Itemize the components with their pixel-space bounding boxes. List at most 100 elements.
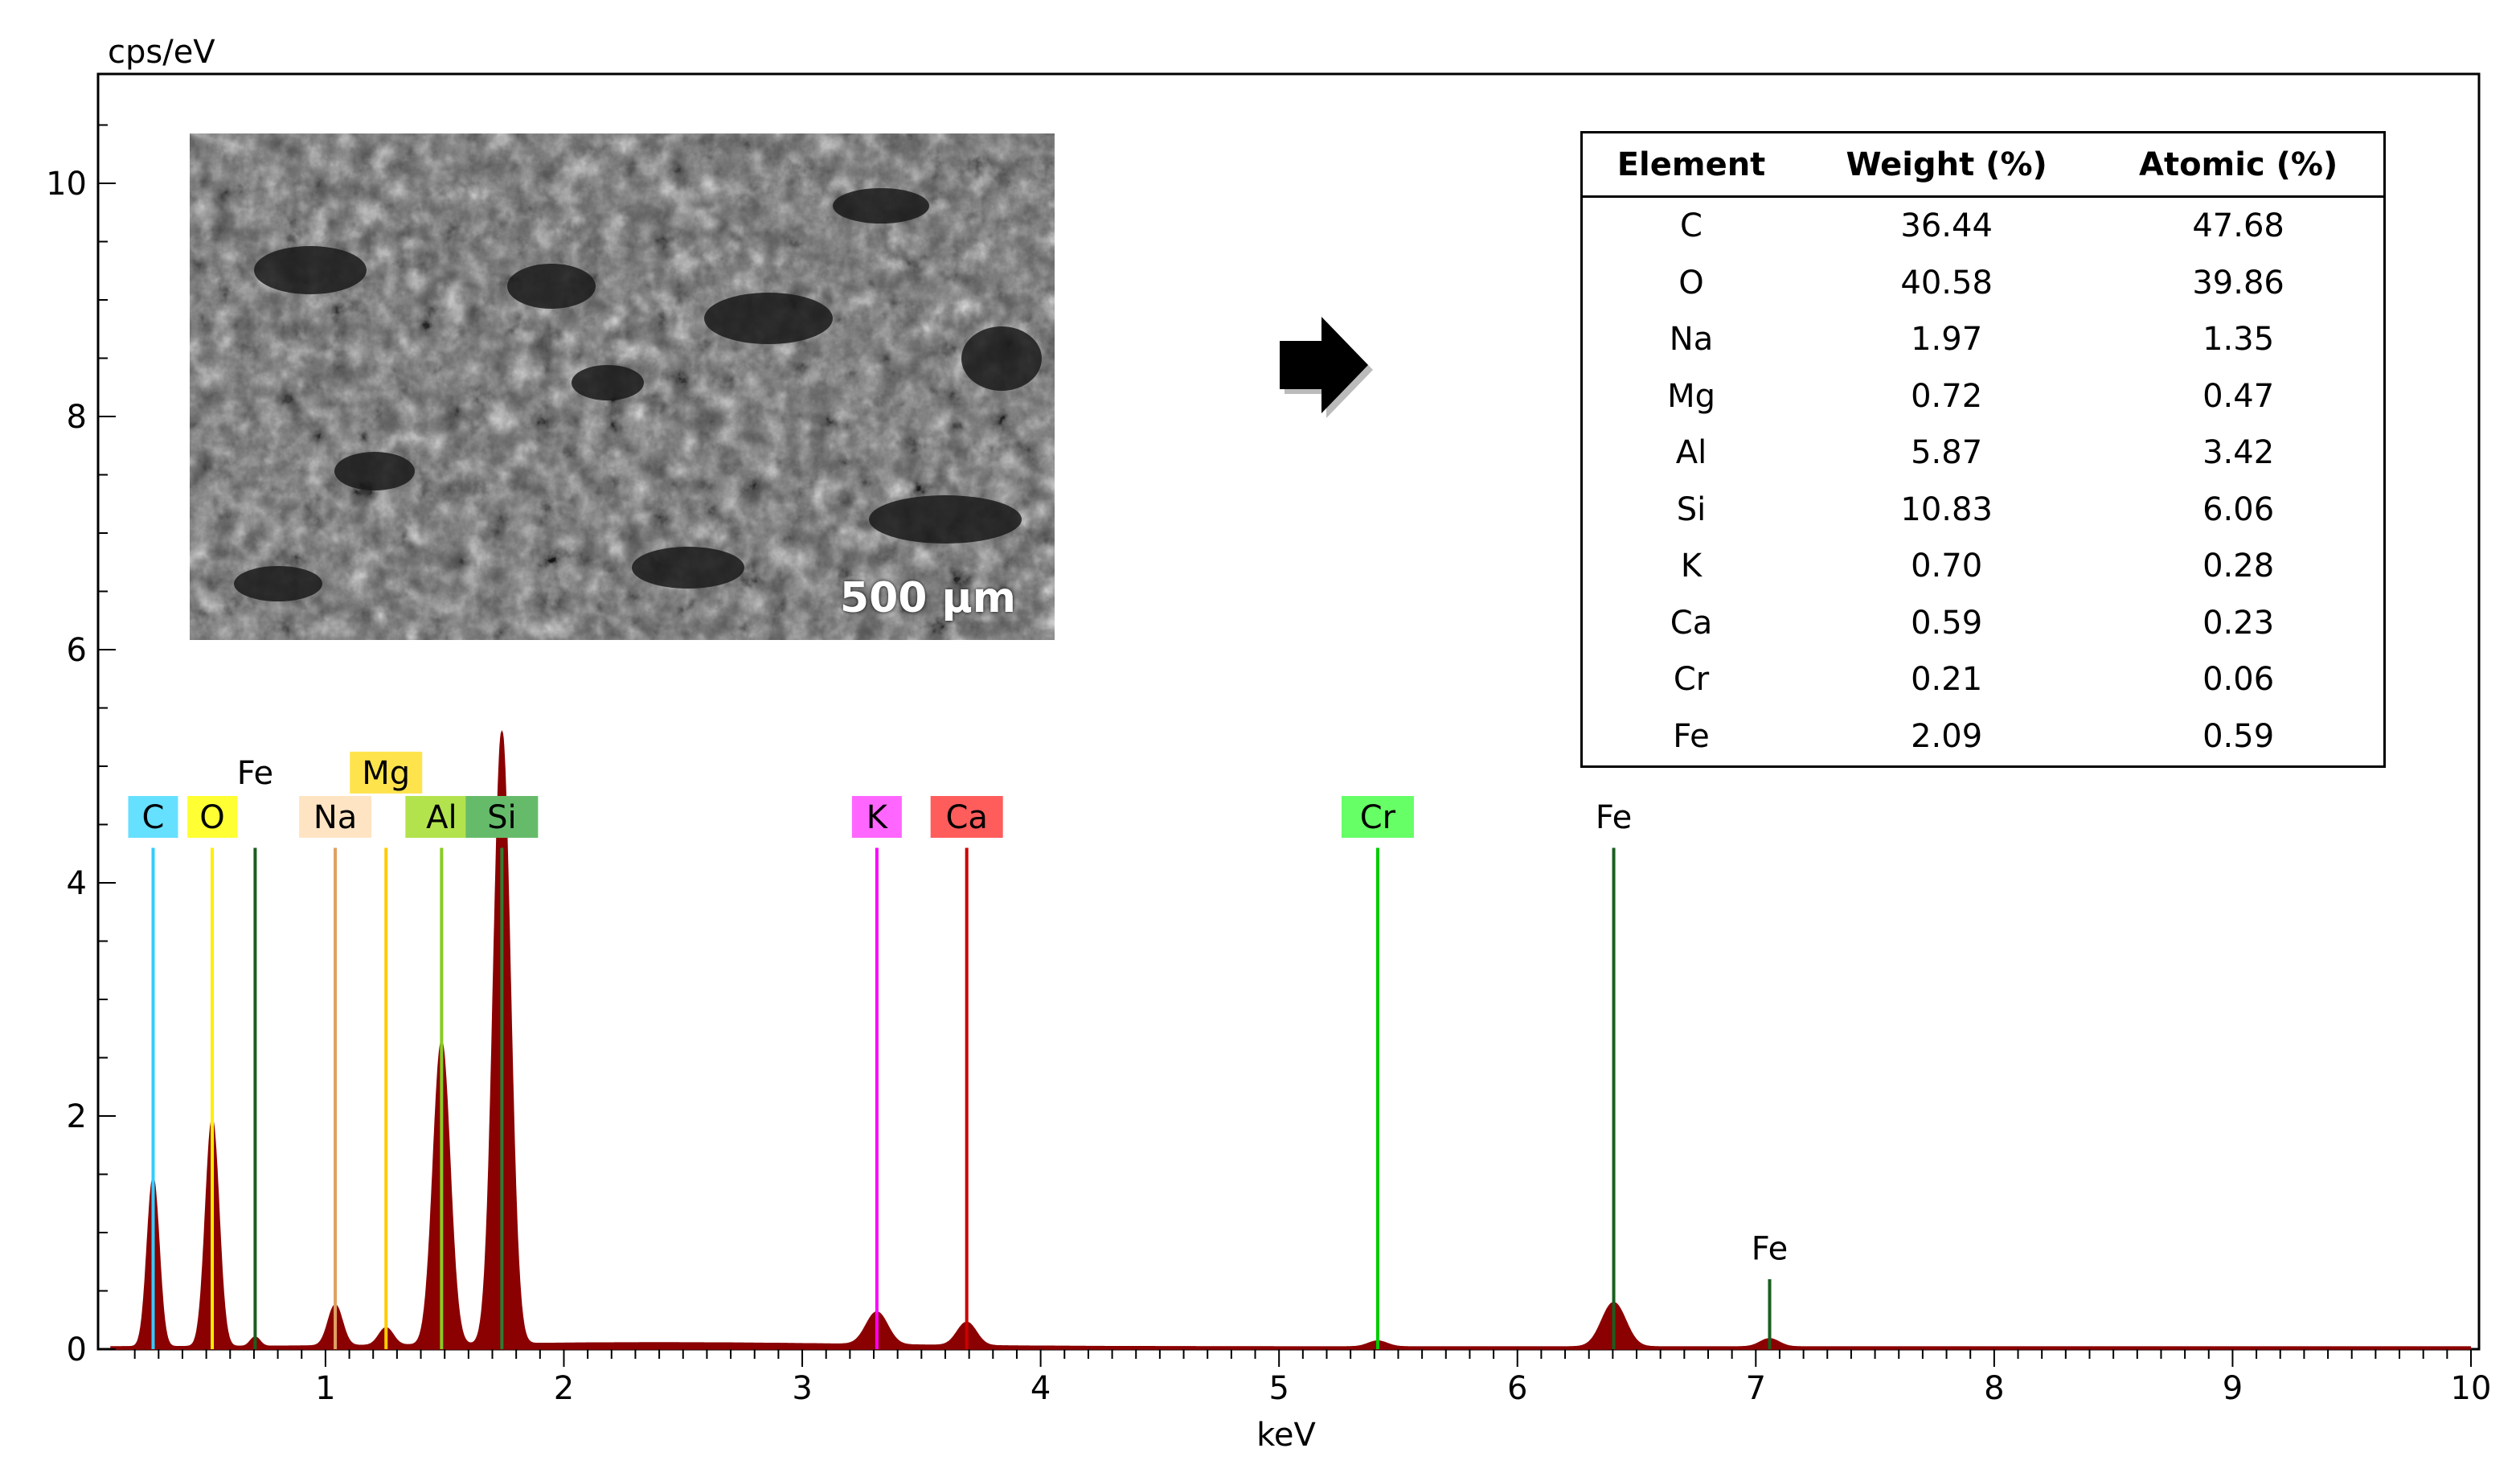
table-cell: C [1680, 207, 1703, 245]
marker-label-bg [851, 796, 902, 838]
x-axis-ticks: 1 2 3 4 5 6 7 8 9 10 [133, 1349, 2492, 1407]
table-cell: Fe [1673, 717, 1710, 755]
table-cell: Ca [1670, 604, 1713, 642]
x-tick-label: 4 [1031, 1370, 1051, 1407]
table-row: Si 10.83 6.06 [1583, 482, 2383, 539]
spectrum-series [110, 730, 2472, 1350]
element-marker-fe: Fe [237, 755, 273, 1349]
element-marker-na: Na [299, 796, 372, 1349]
table-cell: Si [1676, 490, 1707, 528]
marker-label: Fe [237, 755, 273, 792]
table-row: Mg 0.72 0.47 [1583, 368, 2383, 425]
table-cell: 1.35 [2202, 321, 2275, 359]
x-tick-label: 2 [554, 1370, 574, 1407]
table-cell: 1.97 [1911, 321, 1983, 359]
header-atomic: Atomic (%) [2093, 133, 2383, 198]
table-cell: Al [1675, 434, 1707, 472]
x-tick-label: 6 [1507, 1370, 1527, 1407]
table-cell: 5.87 [1911, 434, 1983, 472]
element-marker-al: Al [405, 796, 478, 1349]
marker-label: Ca [945, 799, 987, 836]
table-cell: 0.28 [2202, 548, 2275, 585]
y-axis-ticks: 0 2 4 6 8 10 [46, 124, 116, 1368]
marker-label-bg [930, 796, 1003, 838]
table-cell: K [1680, 548, 1703, 585]
sem-micrograph: 500 µm [190, 133, 1055, 640]
table-row: K 0.70 0.28 [1583, 538, 2383, 595]
element-marker-fe: Fe [1752, 1231, 1788, 1349]
table-cell: 3.42 [2202, 434, 2275, 472]
element-marker-c: C [128, 796, 178, 1349]
table-cell: Cr [1673, 661, 1710, 699]
marker-label: K [867, 799, 889, 836]
table-cell: 2.09 [1911, 717, 1983, 755]
marker-label: Cr [1360, 799, 1396, 836]
table-cell: Na [1669, 321, 1714, 359]
sem-texture [190, 133, 1055, 640]
y-tick-label: 6 [67, 632, 87, 669]
x-tick-label: 10 [2451, 1370, 2492, 1407]
y-tick-label: 4 [67, 865, 87, 902]
table-cell: 0.47 [2202, 377, 2275, 415]
table-row: Na 1.97 1.35 [1583, 311, 2383, 368]
table-cell: 0.72 [1911, 377, 1983, 415]
x-axis-label: keV [1256, 1417, 1316, 1454]
x-tick-label: 7 [1746, 1370, 1766, 1407]
marker-label-bg [465, 796, 539, 838]
marker-label: Fe [1752, 1231, 1788, 1268]
table-row: Cr 0.21 0.06 [1583, 651, 2383, 708]
element-marker-cr: Cr [1341, 796, 1414, 1349]
table-row: O 40.58 39.86 [1583, 255, 2383, 312]
element-marker-o: O [187, 796, 238, 1349]
header-weight: Weight (%) [1800, 133, 2094, 198]
table-cell: 0.59 [1911, 604, 1983, 642]
table-cell: O [1678, 264, 1704, 302]
table-row: Ca 0.59 0.23 [1583, 595, 2383, 652]
table-cell: 6.06 [2202, 490, 2275, 528]
marker-label-bg [299, 796, 372, 838]
table-cell: 36.44 [1900, 207, 1993, 245]
composition-table-grid: Element Weight (%) Atomic (%) C 36.44 47.6… [1583, 133, 2383, 765]
marker-label: O [199, 799, 224, 836]
element-marker-mg: Mg [350, 751, 423, 1349]
table-cell: 39.86 [2192, 264, 2284, 302]
y-tick-label: 0 [67, 1331, 87, 1368]
scale-bar-label: 500 µm [839, 574, 1016, 622]
x-tick-label: 5 [1268, 1370, 1289, 1407]
table-header-row: Element Weight (%) Atomic (%) [1583, 133, 2383, 198]
table-cell: 0.59 [2202, 717, 2275, 755]
x-tick-label: 3 [792, 1370, 812, 1407]
marker-label: Na [313, 799, 357, 836]
marker-label: Al [426, 799, 457, 836]
marker-label-bg [350, 751, 423, 794]
marker-label: Mg [362, 755, 410, 792]
table-cell: 0.21 [1911, 661, 1983, 699]
x-tick-label: 1 [315, 1370, 335, 1407]
x-tick-label: 8 [1984, 1370, 2004, 1407]
table-cell: 0.70 [1911, 548, 1983, 585]
element-marker-ca: Ca [930, 796, 1003, 1349]
table-cell: 0.06 [2202, 661, 2275, 699]
marker-label-bg [1341, 796, 1414, 838]
header-element: Element [1583, 133, 1801, 198]
marker-label: C [142, 799, 165, 836]
composition-table: Element Weight (%) Atomic (%) C 36.44 47.6… [1580, 131, 2386, 768]
table-cell: Mg [1667, 377, 1715, 415]
table-row: Al 5.87 3.42 [1583, 425, 2383, 482]
element-marker-fe: Fe [1596, 799, 1632, 1349]
x-tick-label: 9 [2223, 1370, 2243, 1407]
y-axis-label: cps/eV [108, 34, 215, 71]
table-row: C 36.44 47.68 [1583, 197, 2383, 255]
marker-label: Fe [1596, 799, 1632, 836]
table-row: Fe 2.09 0.59 [1583, 708, 2383, 765]
marker-label-bg [128, 796, 178, 838]
marker-label: Si [487, 799, 517, 836]
table-cell: 40.58 [1900, 264, 1993, 302]
element-marker-k: K [851, 796, 902, 1349]
spectrum-area [110, 730, 2472, 1350]
y-tick-label: 8 [67, 399, 87, 436]
y-tick-label: 2 [67, 1098, 87, 1135]
